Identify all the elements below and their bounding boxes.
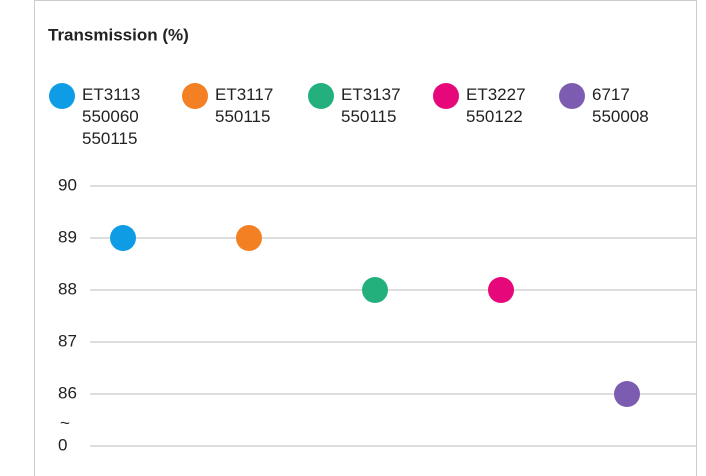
point <box>110 225 136 251</box>
axis-break: ~ <box>60 413 70 432</box>
y-tick-label: 88 <box>58 279 77 298</box>
legend-label: ET3227 550122 <box>466 85 526 126</box>
point <box>236 225 262 251</box>
y-tick-label: 0 <box>58 435 67 454</box>
chart-title: Transmission (%) <box>48 25 189 44</box>
legend-label: ET3137 550115 <box>341 85 401 126</box>
y-tick-label: 86 <box>58 383 77 402</box>
frame <box>34 0 697 476</box>
y-tick-label: 90 <box>58 175 77 194</box>
legend-swatch <box>433 83 459 109</box>
point <box>362 277 388 303</box>
legend-swatch <box>49 83 75 109</box>
point <box>488 277 514 303</box>
legend-label: ET3117 550115 <box>215 85 274 126</box>
point <box>614 381 640 407</box>
y-tick-label: 89 <box>58 227 77 246</box>
legend-label: 6717 550008 <box>592 85 649 126</box>
legend-label: ET3113 550060 550115 <box>82 85 141 148</box>
legend-swatch <box>182 83 208 109</box>
legend-swatch <box>308 83 334 109</box>
y-tick-label: 87 <box>58 331 77 350</box>
legend-swatch <box>559 83 585 109</box>
